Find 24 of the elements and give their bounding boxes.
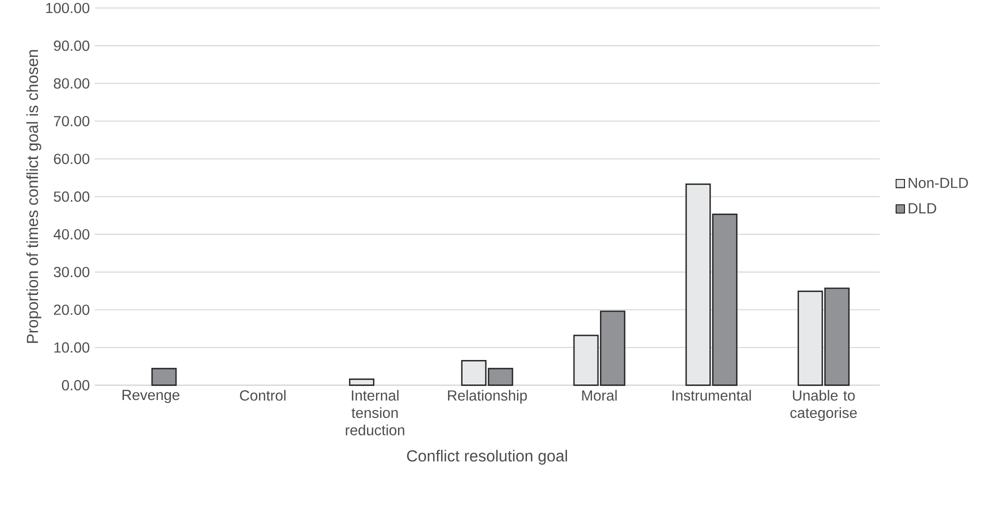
bar — [151, 368, 177, 386]
y-tick-label: 100.00 — [46, 2, 90, 14]
x-axis-title: Conflict resolution goal — [407, 450, 567, 465]
y-tick-label: 30.00 — [54, 266, 90, 278]
x-tick-label: Instrumental — [672, 390, 751, 401]
y-tick-label: 50.00 — [54, 191, 90, 202]
y-tick-label: 40.00 — [54, 229, 90, 240]
y-tick-label: 60.00 — [54, 154, 90, 164]
x-tick-label: Control — [240, 390, 286, 401]
y-tick-label: 90.00 — [54, 40, 90, 51]
legend-label: DLD — [908, 203, 936, 214]
x-tick-label: Moral — [582, 390, 617, 401]
bar — [349, 378, 374, 386]
x-tick-label: Relationship — [448, 390, 527, 404]
y-tick-label: 0.00 — [62, 380, 90, 390]
y-tick-label: 10.00 — [54, 342, 90, 353]
x-tick-label: Unable to categorise — [790, 390, 857, 421]
y-axis-title: Proportion of times conflict goal is chosen — [26, 50, 42, 343]
y-tick-label: 70.00 — [54, 116, 90, 126]
x-tick-label: Revenge — [122, 390, 180, 403]
legend-label: Non-DLD — [908, 178, 968, 188]
y-tick-label: 20.00 — [54, 304, 90, 315]
y-tick-label: 80.00 — [54, 78, 90, 89]
x-tick-label: Internal tension reduction — [346, 390, 404, 436]
